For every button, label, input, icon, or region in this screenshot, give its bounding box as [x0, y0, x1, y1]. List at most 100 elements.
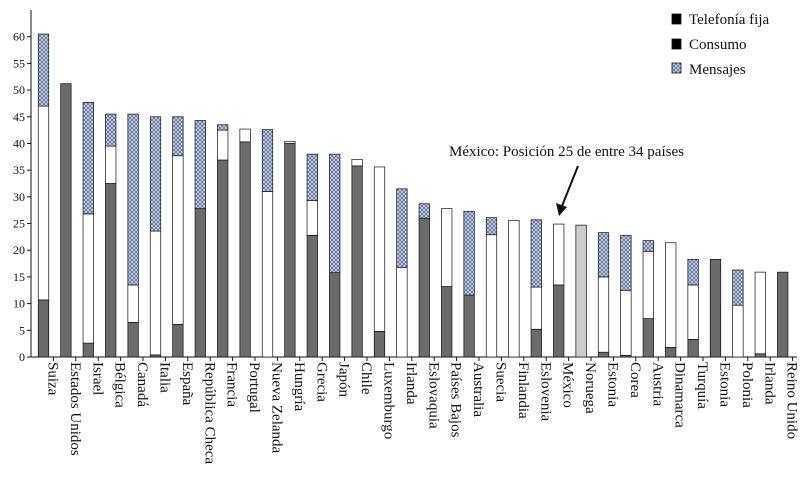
bar-segment-consumo [687, 284, 699, 340]
category-label: Irlanda [761, 362, 777, 405]
bar-segment-mensajes [149, 116, 162, 232]
bar-group-nueva-zelanda [261, 129, 274, 358]
y-tick-label: 35 [13, 163, 25, 177]
bar-segment-consumo [441, 208, 453, 287]
bar-segment-mensajes [463, 210, 475, 296]
bar-segment-telefonia-fija [530, 328, 542, 358]
bar-segment-mensajes [687, 258, 699, 286]
category-label: Noruega [582, 362, 598, 414]
bar-segment-consumo [373, 166, 386, 332]
bar-segment-telefonia-fija [553, 284, 565, 358]
category-label: España [179, 362, 195, 406]
bar-segment-telefonia-fija [418, 217, 430, 358]
bar-group-eslovaquia [418, 203, 430, 358]
category-label: Suiza [45, 362, 61, 396]
bar-segment-mensajes [642, 240, 654, 252]
annotation: México: Posición 25 de entre 34 países [449, 144, 684, 216]
bar-group-turquia [687, 258, 699, 358]
bar-group-estonia [597, 232, 610, 358]
category-label: Estonia [605, 362, 621, 407]
legend-label-mensajes: Mensajes [689, 62, 746, 78]
bar-group-eslovenia [530, 219, 542, 358]
bar-segment-mensajes [418, 203, 430, 219]
bar-group-estonia [709, 258, 722, 358]
bar-segment-consumo [261, 191, 274, 358]
bar-segment-mensajes [261, 129, 274, 192]
bar-segment-mensajes [485, 217, 498, 236]
bar-segment-telefonia-fija [217, 159, 229, 358]
bar-group-paises-bajos [441, 208, 453, 358]
bar-group-chile [351, 159, 363, 358]
annotation-arrow-shaft [561, 165, 579, 207]
bars [37, 33, 789, 358]
category-label: Portugal [246, 362, 262, 413]
bar-segment-telefonia-fija [284, 143, 296, 358]
bar-segment-mensajes [127, 113, 139, 286]
bar-group-suiza [37, 33, 50, 358]
bar-segment-telefonia-fija [709, 258, 722, 358]
category-label: Suecia [493, 362, 509, 402]
bar-group-espana [172, 116, 184, 358]
legend-swatch-mensajes [671, 62, 682, 74]
category-label: Japón [336, 362, 352, 397]
bar-segment-mensajes [329, 153, 341, 274]
bar-group-reino-unido [777, 271, 789, 358]
category-label: Polonia [739, 362, 755, 408]
bar-segment-telefonia-fija [194, 208, 206, 358]
bar-group-israel [82, 102, 94, 358]
bar-segment-mensajes [105, 113, 117, 147]
bar-segment-mensajes [396, 188, 408, 268]
y-tick-label: 0 [19, 350, 25, 364]
legend-label-telefonia-fija: Telefonía fija [689, 12, 769, 28]
bar-segment-mensajes [597, 232, 610, 278]
category-labels: Suiza Estados Unidos Israel Bélgica Canadá It… [45, 362, 800, 464]
bar-segment-telefonia-fija [463, 294, 475, 358]
category-label: Nueva Zelanda [269, 362, 285, 454]
bar-group-austria [642, 240, 654, 358]
annotation-text: México: Posición 25 de entre 34 países [449, 144, 684, 160]
bar-segment-telefonia-fija [306, 234, 318, 358]
category-label: Reino Unido [784, 362, 800, 439]
category-label: Corea [627, 362, 643, 398]
bar-group-belgica [105, 113, 117, 358]
y-tick-label: 55 [13, 56, 25, 70]
bar-segment-telefonia-fija [441, 286, 453, 358]
bar-segment-telefonia-fija [665, 347, 677, 358]
bar-segment-mensajes [37, 33, 50, 107]
bar-segment-telefonia-fija [777, 271, 789, 358]
y-tick-label: 60 [13, 30, 25, 44]
category-label: Dinamarca [672, 362, 688, 428]
category-label: Estonia [717, 362, 733, 407]
bar-segment-consumo [149, 230, 162, 356]
bar-segment-consumo [485, 234, 498, 358]
bar-segment-consumo [530, 286, 542, 330]
bar-group-hungria [284, 140, 296, 358]
category-label: Italia [157, 362, 173, 393]
bar-segment-highlight [575, 224, 587, 358]
category-label: Luxemburgo [381, 362, 397, 439]
bar-segment-mensajes [530, 219, 542, 288]
y-tick-label: 40 [13, 136, 25, 150]
bar-segment-telefonia-fija [597, 351, 610, 358]
bar-segment-consumo [127, 284, 139, 323]
bar-segment-mensajes [82, 102, 94, 215]
y-tick-label: 25 [13, 217, 25, 231]
bar-segment-consumo [239, 128, 251, 143]
y-tick-label: 45 [13, 110, 25, 124]
category-label: Turquía [694, 362, 710, 409]
bar-group-dinamarca [665, 242, 677, 358]
bar-segment-mensajes [194, 120, 206, 209]
bar-segment-telefonia-fija [127, 321, 139, 358]
bar-group-grecia [306, 153, 318, 358]
bar-group-estados-unidos [60, 83, 72, 358]
bar-segment-telefonia-fija [239, 141, 251, 358]
bar-segment-consumo [217, 129, 229, 161]
category-label: Canadá [134, 362, 150, 407]
bar-segment-consumo [732, 304, 744, 358]
bar-segment-telefonia-fija [642, 318, 654, 358]
bar-segment-mensajes [217, 124, 229, 131]
bar-segment-consumo [665, 242, 677, 348]
bar-segment-consumo [82, 213, 94, 344]
bar-segment-consumo [754, 271, 766, 355]
